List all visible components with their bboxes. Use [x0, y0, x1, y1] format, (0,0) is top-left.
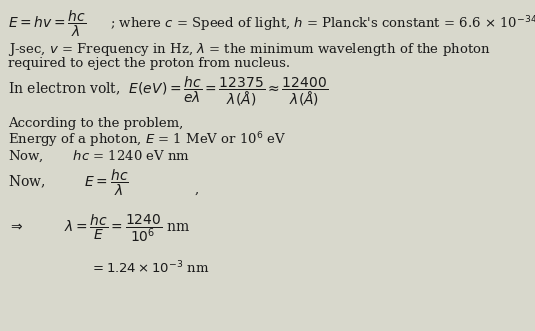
Text: ; where $c$ = Speed of light, $h$ = Planck's constant = 6.6 $\times$ 10$^{-34}$: ; where $c$ = Speed of light, $h$ = Plan…: [110, 14, 535, 34]
Text: $\Rightarrow$         $\lambda = \dfrac{hc}{E} = \dfrac{1240}{10^6}$ nm: $\Rightarrow$ $\lambda = \dfrac{hc}{E} =…: [8, 212, 190, 244]
Text: J-sec, $v$ = Frequency in Hz, $\lambda$ = the minimum wavelength of the photon: J-sec, $v$ = Frequency in Hz, $\lambda$ …: [8, 40, 491, 58]
Text: In electron volt,  $E(eV) = \dfrac{hc}{e\lambda} = \dfrac{12375}{\lambda(\AA)} \: In electron volt, $E(eV) = \dfrac{hc}{e\…: [8, 74, 328, 108]
Text: Energy of a photon, $E$ = 1 MeV or 10$^6$ eV: Energy of a photon, $E$ = 1 MeV or 10$^6…: [8, 130, 286, 150]
Text: Now,         $E = \dfrac{hc}{\lambda}$: Now, $E = \dfrac{hc}{\lambda}$: [8, 168, 129, 198]
Text: $= 1.24 \times 10^{-3}$ nm: $= 1.24 \times 10^{-3}$ nm: [90, 260, 209, 276]
Text: According to the problem,: According to the problem,: [8, 118, 184, 130]
Text: Now,       $hc$ = 1240 eV nm: Now, $hc$ = 1240 eV nm: [8, 148, 190, 164]
Text: required to eject the proton from nucleus.: required to eject the proton from nucleu…: [8, 58, 290, 71]
Text: $E = hv = \dfrac{hc}{\lambda}$: $E = hv = \dfrac{hc}{\lambda}$: [8, 9, 86, 39]
Text: ,: ,: [195, 182, 199, 196]
